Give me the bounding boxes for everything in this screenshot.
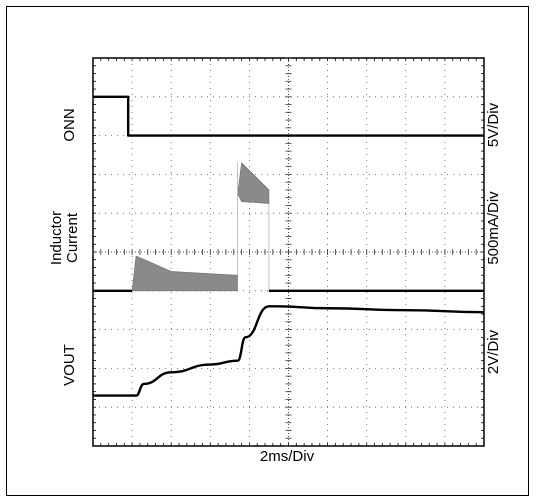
channel-label-inductor-line2: Current xyxy=(64,212,81,263)
vout-trace xyxy=(92,305,485,397)
channel-label-vout: VOUT xyxy=(61,344,78,386)
inductor-current-ripple-1 xyxy=(131,255,238,292)
scale-label-onn: 5V/Div xyxy=(485,102,502,147)
scale-label-vout: 2V/Div xyxy=(485,329,502,374)
traces xyxy=(92,95,485,397)
channel-label-onn: ONN xyxy=(61,108,78,141)
x-axis-label: 2ms/Div xyxy=(260,448,315,465)
scale-label-inductor: 500mA/Div xyxy=(485,191,502,265)
channel-label-inductor-line1: Inductor xyxy=(48,211,65,265)
onn-trace xyxy=(93,95,484,137)
inductor-current-ripple-2 xyxy=(237,162,270,204)
graticule xyxy=(92,57,485,447)
